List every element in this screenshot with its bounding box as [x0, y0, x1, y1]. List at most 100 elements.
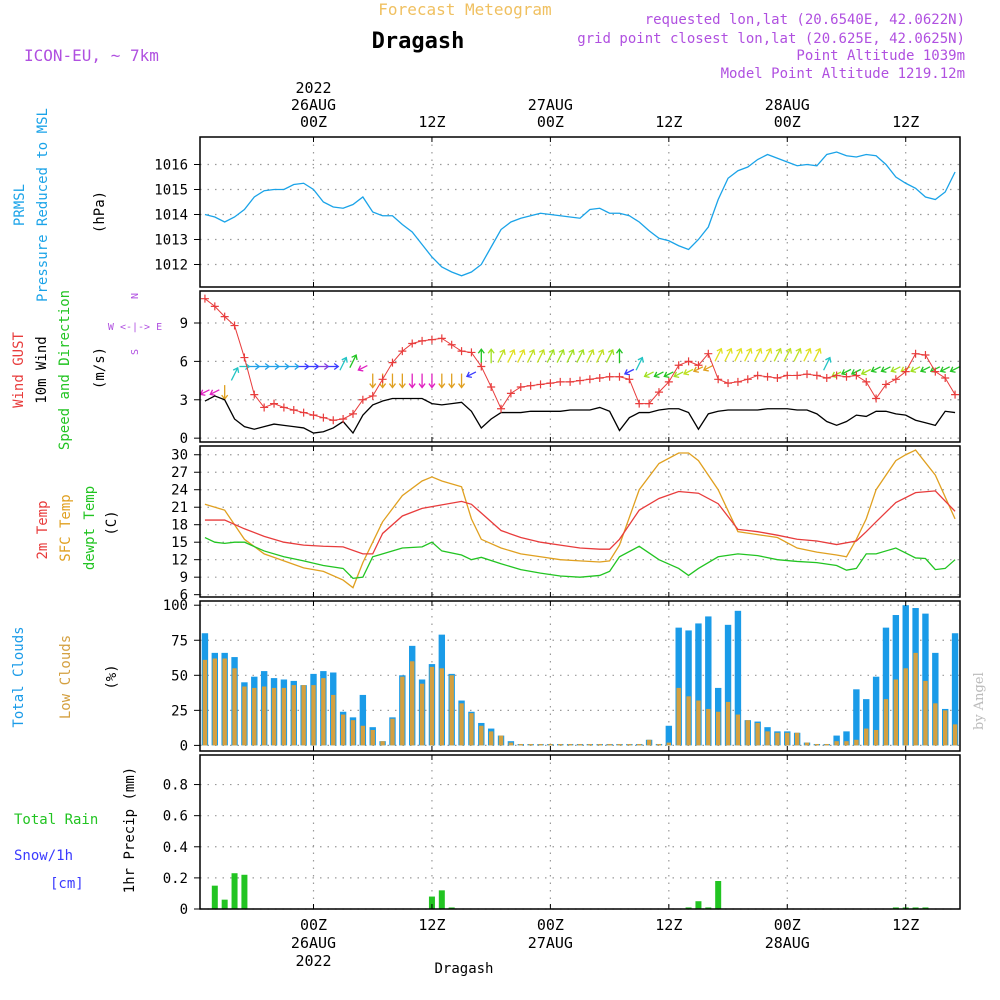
low-cloud-bar — [637, 743, 642, 746]
gust-label: Wind GUST — [11, 332, 27, 408]
wind-arrow-head — [850, 369, 857, 376]
wind-arrow-head — [499, 348, 506, 356]
wind-arrow-head — [465, 371, 472, 378]
top-time-label: 26AUG — [291, 96, 336, 114]
wind-arrow — [653, 371, 664, 378]
wind-arrow-shaft — [566, 349, 574, 363]
wind-arrow-head — [477, 348, 485, 354]
y-tick-label: 12 — [171, 553, 188, 569]
y-tick-label: 0 — [180, 431, 188, 447]
low-cloud-bar — [666, 742, 672, 746]
low-cloud-bar — [577, 743, 583, 746]
y-tick-label: 18 — [171, 518, 188, 534]
top-time-label: 00Z — [774, 113, 801, 131]
wind-arrow — [458, 373, 466, 389]
y-tick-label: 9 — [180, 570, 188, 586]
wind-arrow — [465, 371, 477, 378]
low-cloud-bar — [597, 743, 602, 746]
wind-arrow-shaft — [734, 348, 742, 362]
low-cloud-bar — [429, 666, 435, 746]
y-tick-label: 0 — [180, 902, 188, 918]
wind-arrow-shaft — [823, 357, 831, 371]
gust-marker — [694, 361, 703, 370]
gust-marker — [931, 367, 940, 376]
low-cloud-bar — [242, 686, 247, 746]
gust-marker — [822, 374, 831, 383]
wind-arrow — [939, 366, 950, 373]
wind-arrow-head — [860, 369, 867, 376]
wind-arrow — [497, 348, 506, 363]
low-cloud-bar — [627, 743, 632, 746]
y-tick-label: 1012 — [154, 258, 188, 274]
total-cloud-bar — [932, 652, 939, 746]
low-cloud-bar — [558, 743, 563, 746]
wind-arrow — [278, 362, 290, 371]
gust-marker — [803, 370, 812, 379]
wind-label: 10m Wind — [34, 336, 50, 403]
pressure-label-2: Pressure Reduced to MSL — [35, 108, 51, 302]
wind-arrow-head — [369, 383, 377, 389]
gust-marker — [812, 371, 821, 380]
low-cloud-bar — [952, 724, 958, 746]
wind-arrow-head — [805, 347, 812, 354]
wind-arrow-shaft — [940, 366, 950, 372]
low-cloud-bar — [331, 694, 336, 746]
wind-arrow-shaft — [230, 367, 239, 381]
wind-arrow — [536, 348, 546, 363]
rain-bar — [912, 907, 919, 909]
gust-marker — [951, 390, 960, 399]
wind-arrow — [596, 348, 605, 363]
wind-arrow — [230, 366, 240, 381]
gust-marker — [516, 382, 525, 391]
wind-arrow — [517, 348, 526, 363]
low-cloud-bar — [498, 735, 504, 746]
low-cloud-bar — [340, 714, 346, 746]
model-label: ICON-EU, ~ 7km — [24, 46, 159, 65]
wind-arrow-head — [736, 347, 743, 354]
low-cloud-bar — [844, 741, 849, 746]
low-cloud-bar — [261, 686, 267, 746]
wind-arrow — [339, 356, 348, 371]
wind-arrow-head — [509, 348, 516, 356]
low-cloud-bar — [873, 729, 879, 746]
y-tick-label: 75 — [171, 633, 188, 649]
wind-arrow-shaft — [644, 371, 654, 378]
gust-marker — [368, 391, 377, 400]
pressure-label-1: PRMSL — [12, 184, 28, 226]
top-time-label: 12Z — [892, 113, 919, 131]
wind-arrow — [635, 356, 644, 371]
wind-unit: (m/s) — [92, 347, 108, 389]
rain-bar — [428, 896, 435, 909]
gust-marker — [378, 375, 387, 384]
gust-marker — [477, 362, 486, 371]
y-tick-label: 100 — [163, 598, 188, 614]
pressure-line — [204, 151, 956, 277]
wind-arrow — [507, 348, 516, 363]
gust-marker — [418, 336, 427, 345]
wind-arrow — [890, 366, 901, 373]
gust-marker — [654, 388, 663, 397]
low-cloud-bar — [794, 732, 800, 746]
total-cloud-bar — [359, 694, 367, 746]
wind-arrow-head — [643, 371, 650, 378]
low-cloud-bar — [271, 687, 277, 746]
wind-arrow — [398, 373, 406, 389]
low-cloud-bar — [785, 732, 790, 746]
dewpt-line — [204, 536, 956, 580]
wind-arrow — [841, 368, 852, 376]
wind-arrow-shaft — [753, 348, 762, 362]
top-time-label: 00Z — [300, 113, 327, 131]
wind-arrow — [823, 356, 832, 371]
wind-arrow-shaft — [664, 371, 674, 378]
low-cloud-bar — [419, 683, 425, 746]
wind-arrow-head — [578, 348, 585, 356]
low-cloud-bar — [459, 703, 464, 746]
total-cloud-bar — [922, 613, 929, 746]
wind-arrow — [910, 366, 921, 373]
wind-arrow — [744, 347, 753, 362]
wind-arrow-shaft — [654, 371, 664, 378]
bottom-time-label: 00Z — [300, 916, 327, 934]
gust-marker — [536, 380, 545, 389]
wind-arrow — [269, 362, 281, 371]
gust-marker — [921, 350, 930, 359]
